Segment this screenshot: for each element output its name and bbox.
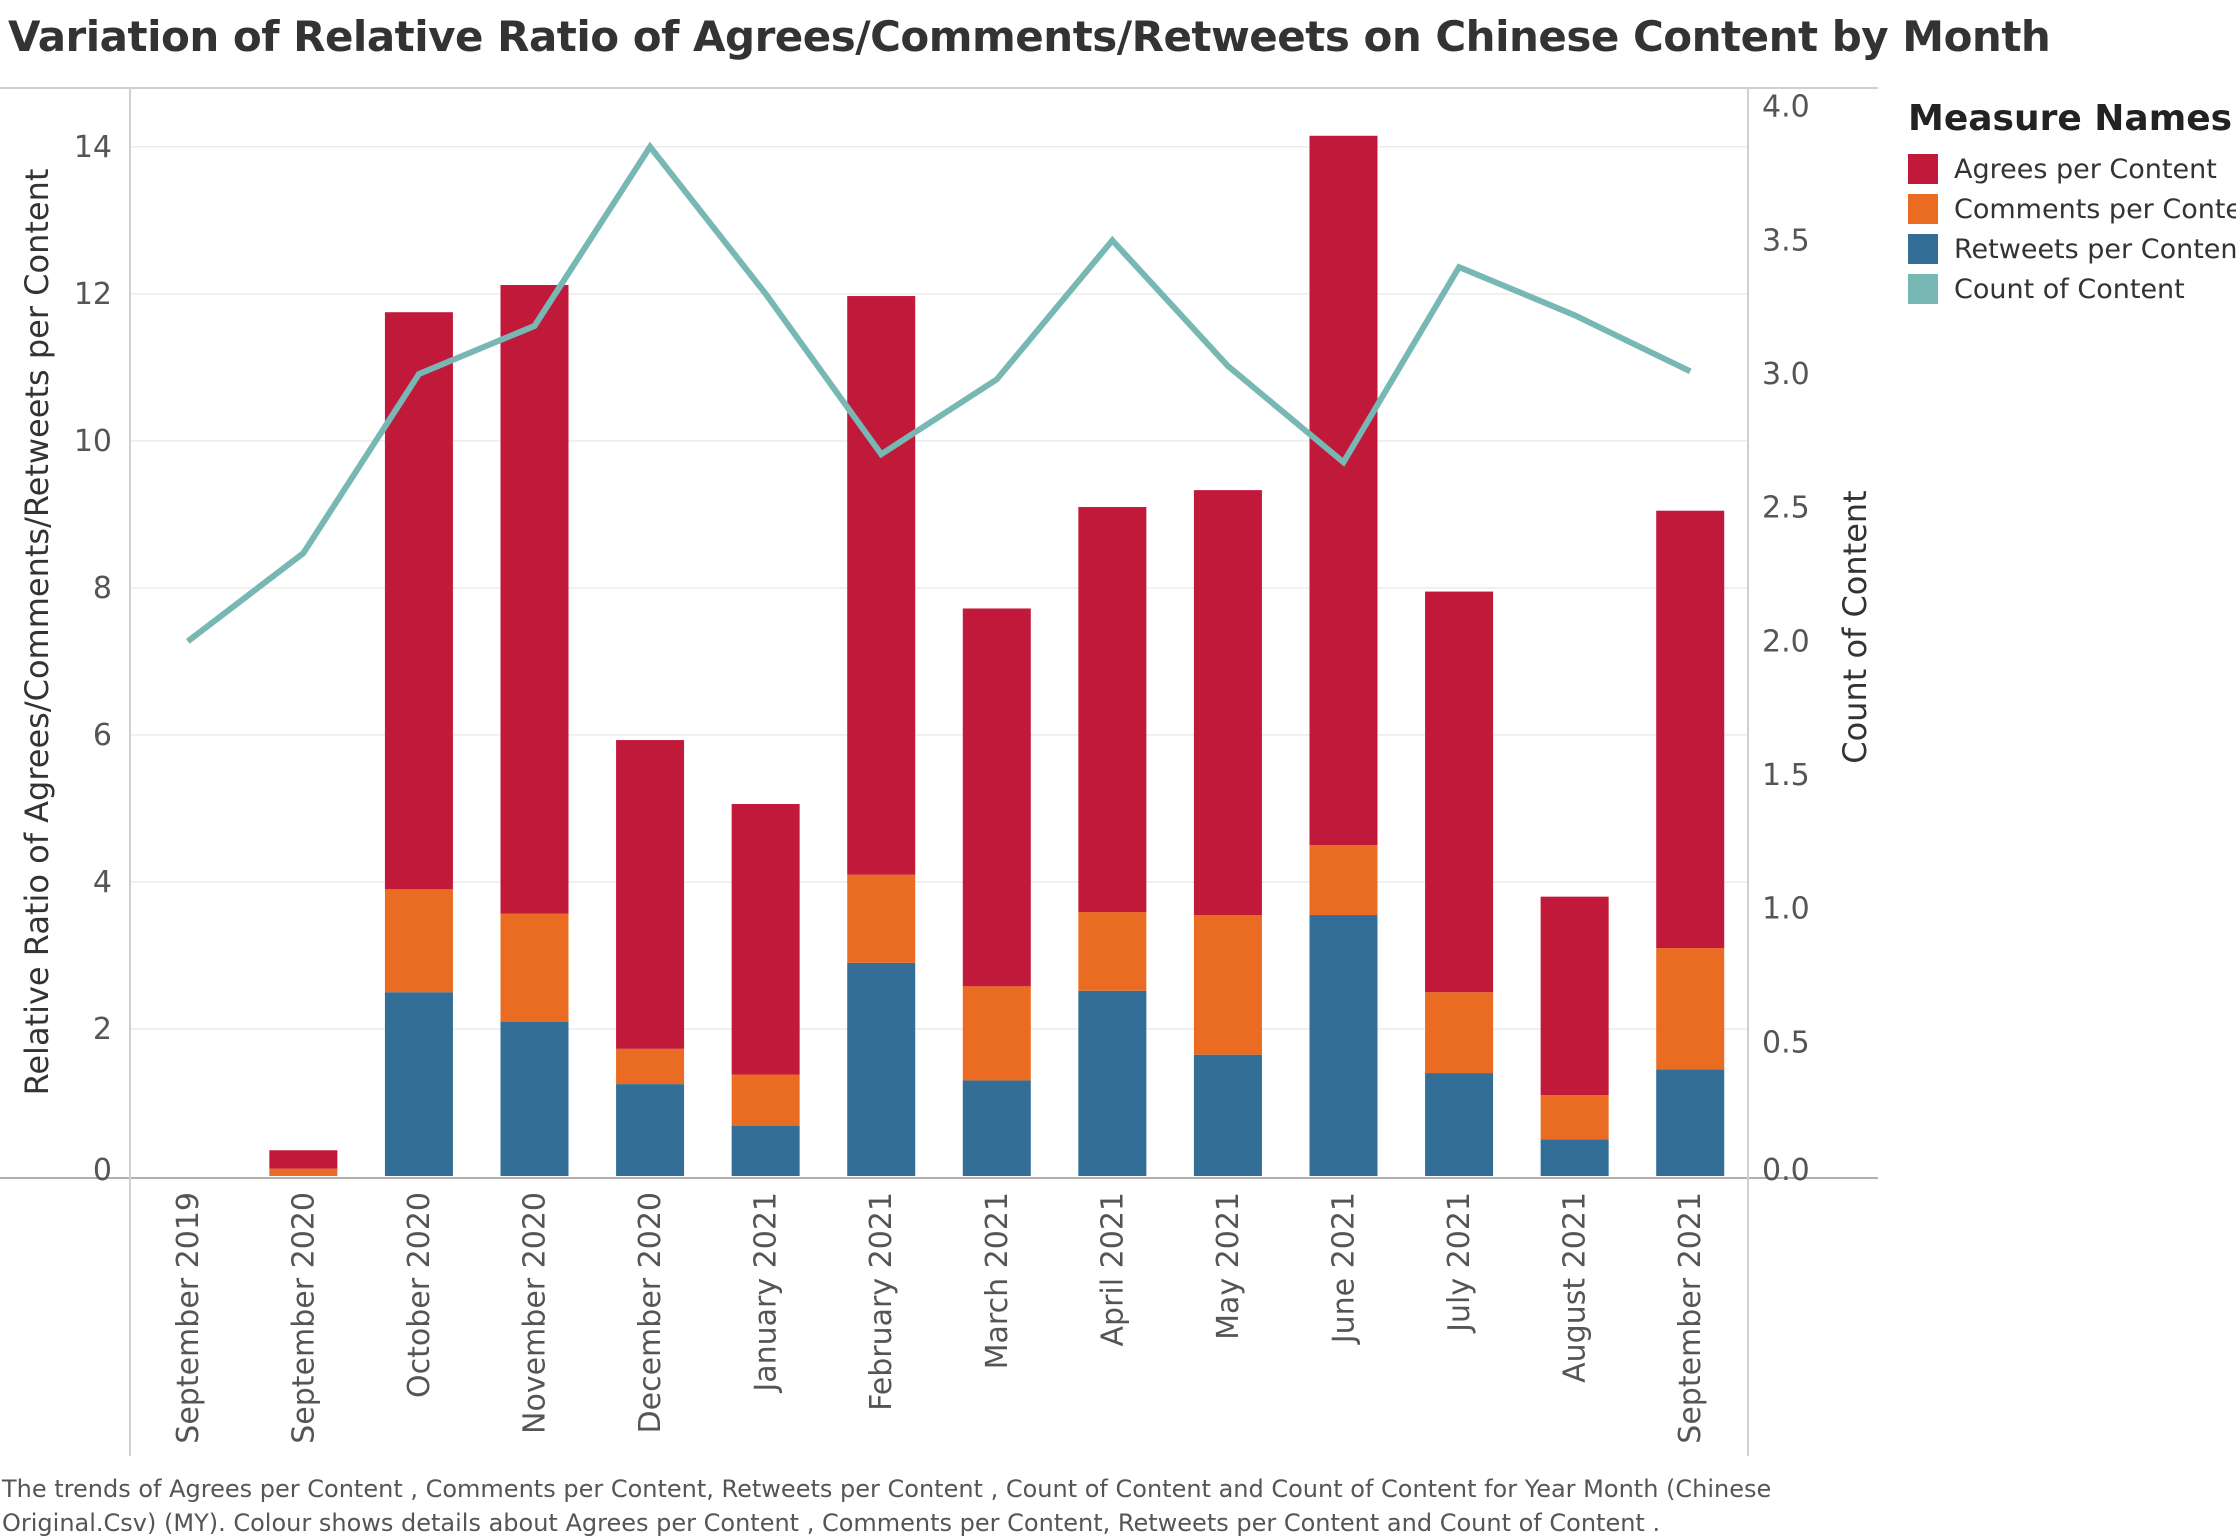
bar-segment: [500, 913, 569, 1022]
bar-segment: [847, 962, 916, 1176]
bar-segment: [1540, 896, 1609, 1096]
x-tick-label: October 2020: [402, 1192, 437, 1398]
bar-segment: [384, 992, 453, 1176]
legend-swatch-comments: [1908, 194, 1938, 224]
bar-segment: [731, 804, 800, 1075]
bar-segment: [1656, 948, 1725, 1070]
bar-segment: [616, 1048, 685, 1085]
bar-segment: [1540, 1095, 1609, 1140]
y-tick-label: 14: [74, 130, 112, 165]
y-tick-label: 0: [93, 1153, 112, 1188]
legend-title: Measure Names: [1908, 98, 2233, 139]
legend: Measure Names Agrees per Content Comment…: [1908, 98, 2236, 309]
y2-tick-label: 1.5: [1762, 758, 1810, 793]
y2-tick-label: 0.0: [1762, 1153, 1810, 1188]
bar-segment: [616, 1084, 685, 1176]
bar-segment: [616, 740, 685, 1049]
legend-item-agrees[interactable]: Agrees per Content: [1908, 149, 2236, 189]
bar-segment: [1656, 510, 1725, 949]
bar-segment: [269, 1150, 338, 1169]
bar-segment: [962, 986, 1031, 1081]
bar-segment: [1193, 490, 1262, 916]
x-tick-label: April 2021: [1095, 1192, 1130, 1346]
legend-swatch-agrees: [1908, 154, 1938, 184]
bar-segment: [1309, 135, 1378, 846]
bar-segment: [500, 1021, 569, 1176]
y-tick-label: 6: [93, 718, 112, 753]
bar-segment: [1193, 1054, 1262, 1176]
x-tick-label: August 2021: [1558, 1192, 1593, 1383]
x-tick-label: September 2019: [171, 1192, 206, 1444]
x-tick-label: September 2021: [1673, 1192, 1708, 1444]
bar-segment: [1425, 992, 1494, 1074]
bar-segment: [962, 1080, 1031, 1176]
y-tick-label: 8: [93, 571, 112, 606]
bar-segment: [847, 296, 916, 875]
y2-tick-label: 2.0: [1762, 624, 1810, 659]
bar-segment: [1309, 915, 1378, 1176]
y2-tick-label: 4.0: [1762, 90, 1810, 125]
bar-segment: [1078, 990, 1147, 1176]
x-tick-label: November 2020: [518, 1192, 553, 1434]
bar-segment: [1193, 915, 1262, 1055]
bar-segment: [1656, 1069, 1725, 1176]
y-tick-label: 10: [74, 424, 112, 459]
y2-tick-label: 2.5: [1762, 491, 1810, 526]
legend-swatch-count: [1908, 274, 1938, 304]
y2-tick-label: 0.5: [1762, 1025, 1810, 1060]
legend-swatch-retweets: [1908, 234, 1938, 264]
y2-tick-label: 3.0: [1762, 357, 1810, 392]
bar-segment: [731, 1074, 800, 1127]
count-line: [185, 141, 1692, 644]
x-tick-label: May 2021: [1211, 1192, 1246, 1340]
legend-label-retweets: Retweets per Content: [1954, 233, 2236, 265]
y2-tick-label: 3.5: [1762, 223, 1810, 258]
legend-item-count[interactable]: Count of Content: [1908, 269, 2236, 309]
bar-segment: [731, 1126, 800, 1176]
x-tick-label: September 2020: [286, 1192, 321, 1444]
legend-item-comments[interactable]: Comments per Content: [1908, 189, 2236, 229]
legend-label-agrees: Agrees per Content: [1954, 153, 2217, 185]
bar-segment: [1425, 1073, 1494, 1176]
bar-segment: [1309, 845, 1378, 916]
bar-segment: [1540, 1139, 1609, 1176]
y-tick-label: 2: [93, 1012, 112, 1047]
chart-title: Variation of Relative Ratio of Agrees/Co…: [8, 12, 2051, 61]
legend-item-retweets[interactable]: Retweets per Content: [1908, 229, 2236, 269]
x-tick-label: July 2021: [1442, 1192, 1477, 1334]
y2-axis-title: Count of Content: [1836, 490, 1874, 763]
legend-label-count: Count of Content: [1954, 273, 2185, 305]
y-axis-title: Relative Ratio of Agrees/Comments/Retwee…: [18, 169, 56, 1096]
bar-segment: [500, 285, 569, 914]
legend-label-comments: Comments per Content: [1954, 193, 2236, 225]
chart-footnote: The trends of Agrees per Content , Comme…: [2, 1475, 1772, 1537]
x-tick-label: June 2021: [1327, 1192, 1362, 1345]
bar-segment: [384, 889, 453, 993]
x-tick-label: January 2021: [749, 1192, 784, 1394]
y2-tick-label: 1.0: [1762, 892, 1810, 927]
y-tick-label: 12: [74, 277, 112, 312]
bar-segment: [847, 874, 916, 963]
bar-segment: [1078, 507, 1147, 913]
y-tick-label: 4: [93, 865, 112, 900]
bar-segment: [962, 608, 1031, 987]
bar-segment: [1078, 912, 1147, 991]
x-tick-label: March 2021: [980, 1192, 1015, 1369]
x-tick-label: December 2020: [633, 1192, 668, 1433]
x-tick-label: February 2021: [864, 1192, 899, 1411]
bar-segment: [1425, 591, 1494, 993]
bar-segment: [384, 312, 453, 890]
bar-segment: [269, 1168, 338, 1176]
